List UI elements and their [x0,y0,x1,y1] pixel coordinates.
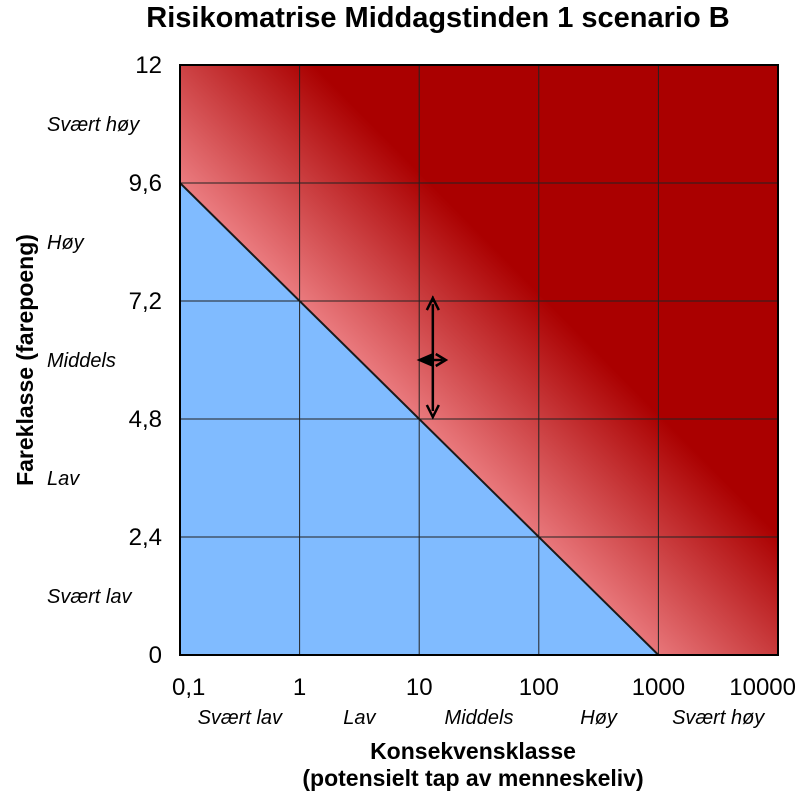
risk-boundary-line [180,182,660,655]
x-class-labels: Svært lav Lav Middels Høy Svært høy [198,707,766,729]
x-class-label: Lav [343,707,376,729]
y-class-labels: Svært høy Høy Middels Lav Svært lav [47,114,140,608]
y-class-label: Høy [47,232,85,254]
arrow-head-up [425,295,440,311]
x-tick-label: 1000 [632,674,685,701]
x-class-label: Middels [445,707,514,729]
y-tick-label: 4,8 [129,406,162,433]
plot-frame [179,64,779,656]
y-axis-label: Fareklasse (farepoeng) [12,234,38,486]
arrow-head-down [425,404,440,420]
x-tick-labels: 0,1 1 10 100 1000 10000 [172,674,796,701]
x-tick-label: 10000 [729,674,796,701]
y-tick-label: 0 [149,642,162,669]
y-tick-label: 2,4 [129,524,162,551]
x-tick-label: 1 [293,674,306,701]
y-tick-label: 9,6 [129,170,162,197]
scenario-marker [416,295,449,420]
y-class-label: Lav [47,468,80,490]
x-axis-label-line2: (potensielt tap av menneskeliv) [302,765,643,791]
x-tick-label: 10 [406,674,433,701]
x-tick-label: 0,1 [172,674,205,701]
x-axis-label-line1: Konsekvensklasse [370,738,576,764]
y-class-label: Svært høy [47,114,140,136]
x-class-label: Svært høy [672,707,765,729]
y-class-label: Middels [47,350,116,372]
x-class-label: Høy [580,707,618,729]
y-tick-label: 7,2 [129,288,162,315]
y-tick-label: 12 [135,52,162,79]
arrow-head-right [435,352,449,368]
x-tick-label: 100 [519,674,559,701]
x-class-label: Svært lav [198,707,283,729]
chart-title: Risikomatrise Middagstinden 1 scenario B [146,2,729,34]
arrow-head-left [416,353,433,367]
y-class-label: Svært lav [47,586,132,608]
y-tick-labels: 0 2,4 4,8 7,2 9,6 12 [129,52,162,669]
